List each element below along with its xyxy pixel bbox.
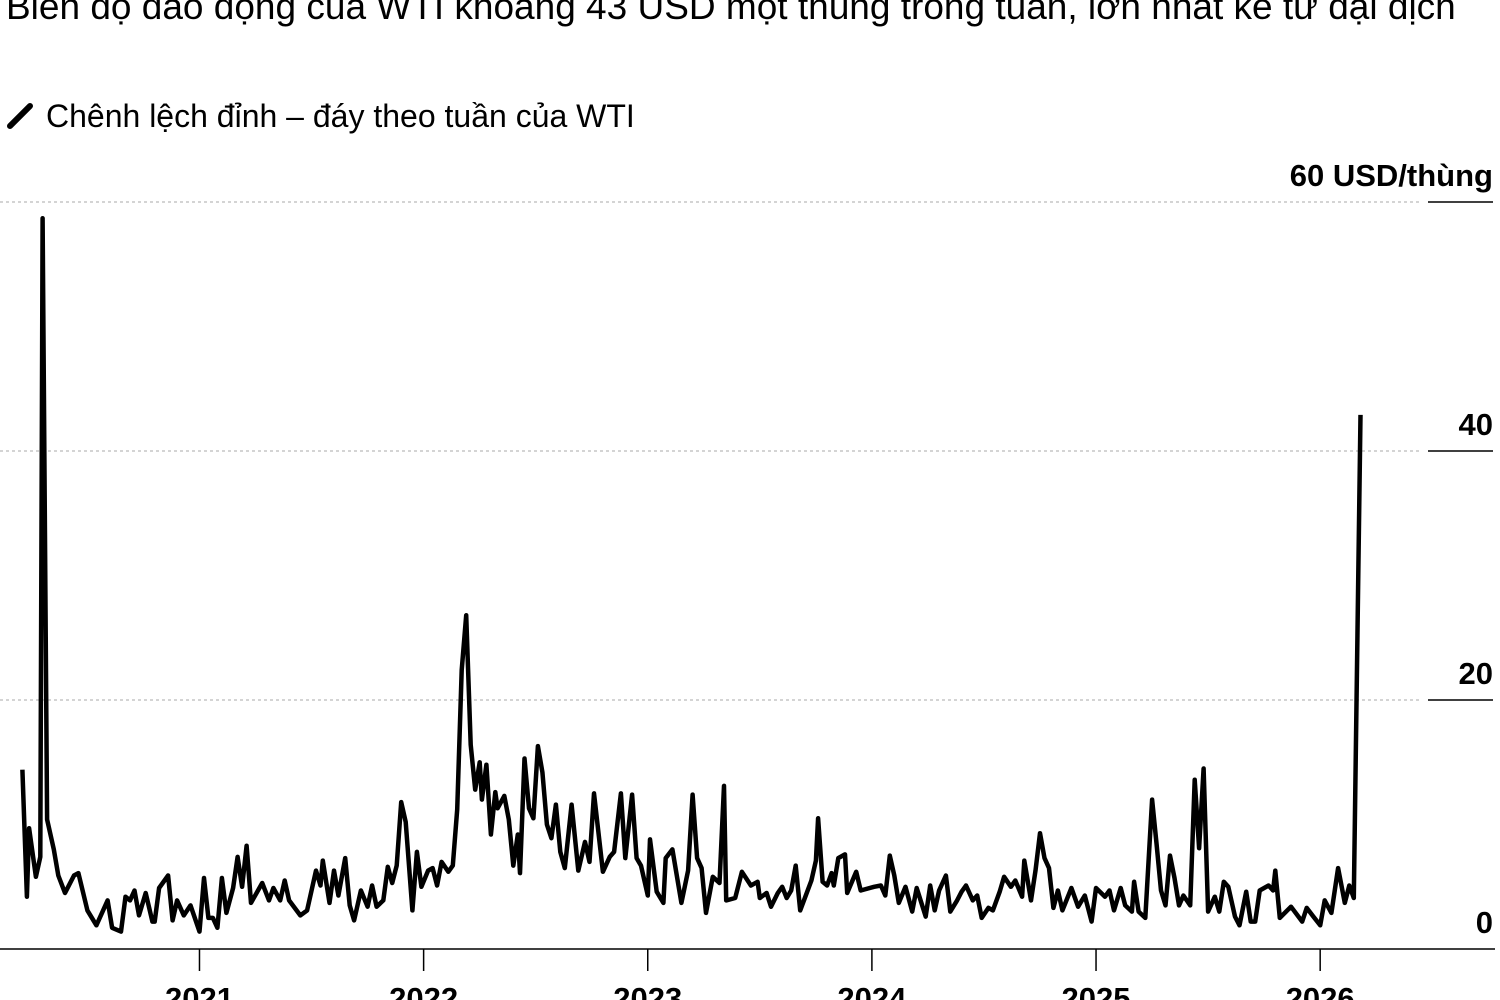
legend-icon (7, 103, 33, 129)
x-tick-label: 2024 (837, 981, 907, 1000)
x-tick-label: 2026 (1286, 981, 1355, 1000)
x-tick-label: 2021 (165, 981, 234, 1000)
x-tick-label: 2022 (389, 981, 458, 1000)
x-tick-label: 2023 (613, 981, 682, 1000)
x-tick-label: 2025 (1062, 981, 1131, 1000)
legend-label: Chênh lệch đỉnh – đáy theo tuần của WTI (46, 98, 635, 134)
y-tick-label: 0 (1476, 905, 1493, 940)
chart-title: Biên độ dao động của WTI khoảng 43 USD m… (6, 0, 1456, 27)
line-series (20, 215, 1363, 934)
legend: Chênh lệch đỉnh – đáy theo tuần của WTI (6, 96, 635, 136)
y-tick-label: 40 (1459, 407, 1493, 442)
y-tick-label: 20 (1459, 656, 1493, 691)
y-tick-label: 60 USD/thùng (1290, 158, 1493, 193)
